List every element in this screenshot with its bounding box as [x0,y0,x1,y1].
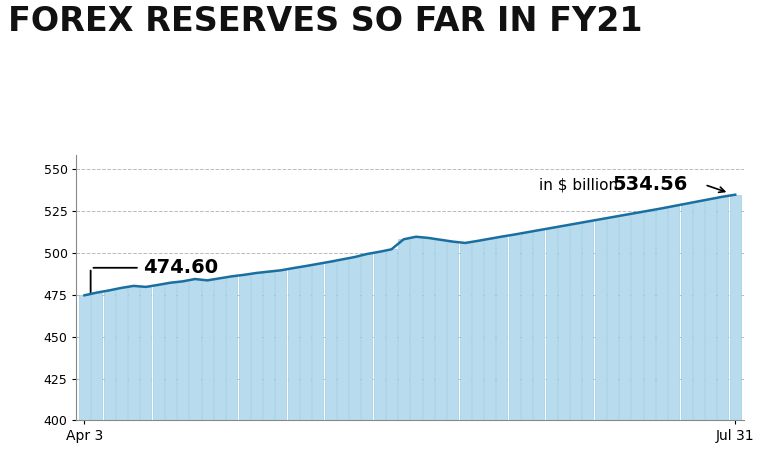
Bar [496,237,508,420]
Bar [558,226,568,420]
Bar [190,279,200,420]
Bar [717,197,729,420]
Bar [705,199,716,420]
Bar [447,242,458,420]
Bar [349,257,360,420]
Bar [546,228,556,420]
Bar [337,260,348,420]
Bar [373,252,385,420]
Bar [325,262,335,420]
Bar [534,230,544,420]
Bar [214,278,225,420]
Bar [521,232,532,420]
Bar [460,243,471,420]
Bar [693,202,704,420]
Bar [140,287,151,420]
Bar [91,292,102,420]
Bar [153,285,164,420]
Bar [238,275,250,420]
Text: FOREX RESERVES SO FAR IN FY21: FOREX RESERVES SO FAR IN FY21 [8,5,642,37]
Bar [116,288,127,420]
Bar [423,238,434,420]
Bar [312,264,323,420]
Bar [177,282,188,420]
Bar [729,195,741,420]
Bar [594,219,606,420]
Text: 534.56: 534.56 [613,175,688,194]
Bar [103,291,115,420]
Bar [276,270,286,420]
Bar [226,276,238,420]
Bar [386,250,397,420]
Text: 474.60: 474.60 [143,258,219,277]
Bar [582,222,594,420]
Text: in $ billion: in $ billion [539,177,618,192]
Bar [656,208,667,420]
Bar [472,241,483,420]
Bar [644,211,655,420]
Bar [570,223,581,420]
Bar [398,239,409,420]
Bar [263,271,274,420]
Bar [681,204,691,420]
Bar [288,268,299,420]
Bar [361,254,373,420]
Bar [509,234,520,420]
Bar [202,280,213,420]
Bar [669,206,679,420]
Bar [435,240,446,420]
Bar [484,239,495,420]
Bar [619,215,630,420]
Bar [607,217,618,420]
Bar [300,266,311,420]
Bar [411,237,421,420]
Bar [165,283,176,420]
Bar [79,295,90,420]
Bar [128,286,139,420]
Bar [631,213,643,420]
Bar [251,273,262,420]
